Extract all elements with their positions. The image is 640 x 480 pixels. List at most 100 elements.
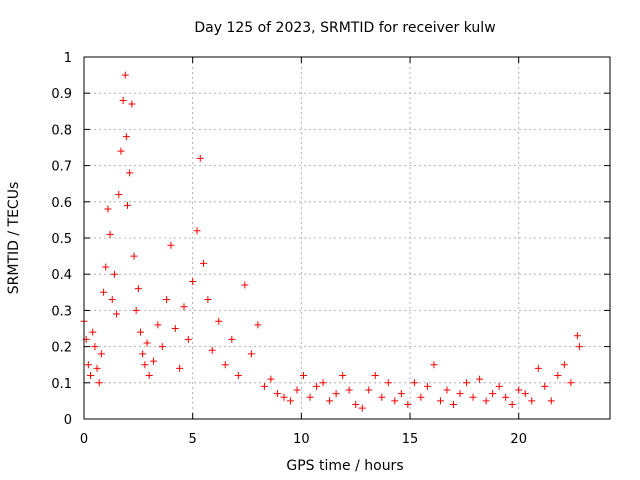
data-point (154, 321, 162, 329)
data-point (508, 401, 516, 409)
data-point (554, 372, 562, 380)
y-tick-label: 0.4 (51, 268, 72, 283)
data-point (95, 379, 103, 387)
data-point (254, 321, 262, 329)
data-point (117, 147, 125, 155)
data-point (163, 296, 171, 304)
data-point (104, 205, 112, 213)
data-point (469, 393, 477, 401)
x-tick-label: 15 (402, 432, 419, 447)
data-point (528, 397, 536, 405)
data-point (139, 350, 147, 358)
data-point (97, 350, 105, 358)
data-point (573, 332, 581, 340)
data-point (158, 343, 166, 351)
data-point (306, 393, 314, 401)
data-point (121, 71, 129, 79)
data-point (371, 372, 379, 380)
data-point (176, 364, 184, 372)
data-point (352, 401, 360, 409)
plot-frame (83, 56, 611, 420)
y-tick-label: 0.2 (51, 341, 72, 356)
data-point (126, 169, 134, 177)
data-point (450, 401, 458, 409)
data-point (189, 277, 197, 285)
data-point (132, 306, 140, 314)
y-tick-label: 0.3 (51, 304, 72, 319)
data-point (443, 386, 451, 394)
data-point (106, 230, 114, 238)
data-point (482, 397, 490, 405)
data-point (228, 335, 236, 343)
data-point (234, 372, 242, 380)
data-point (267, 375, 275, 383)
data-point (150, 357, 158, 365)
y-tick-label: 0 (64, 413, 72, 428)
data-point (534, 364, 542, 372)
data-point (463, 379, 471, 387)
y-tick-label: 0.9 (51, 87, 72, 102)
data-point (273, 390, 281, 398)
data-point (102, 263, 110, 271)
data-point (502, 393, 510, 401)
y-tick-label: 1 (64, 51, 72, 66)
y-tick-label: 0.6 (51, 196, 72, 211)
data-point (576, 343, 584, 351)
data-point (171, 325, 179, 332)
data-point (143, 339, 151, 347)
data-point (215, 317, 223, 325)
y-tick-label: 0.7 (51, 160, 72, 175)
data-point (313, 382, 321, 390)
data-point (293, 386, 301, 394)
data-point (137, 328, 145, 336)
x-tick-label: 20 (510, 432, 527, 447)
y-tick-label: 0.5 (51, 232, 72, 247)
data-point (280, 393, 288, 401)
data-point (515, 386, 523, 394)
data-point (167, 241, 175, 249)
y-tick-label: 0.1 (51, 377, 72, 392)
data-point (404, 401, 412, 409)
data-point (100, 288, 108, 296)
data-point (84, 361, 92, 369)
data-point (456, 390, 464, 398)
y-tick-label: 0.8 (51, 123, 72, 138)
data-point (378, 393, 386, 401)
data-point (332, 390, 340, 398)
data-point (204, 296, 212, 304)
data-point (93, 364, 101, 372)
data-point (567, 379, 575, 387)
data-point (141, 361, 149, 369)
grid-lines (84, 57, 610, 419)
data-point (128, 100, 136, 108)
data-point (358, 404, 366, 412)
data-point (241, 281, 249, 289)
data-point (410, 379, 418, 387)
data-point (130, 252, 138, 260)
data-point (113, 310, 121, 318)
data-point (430, 361, 438, 369)
data-point (196, 154, 204, 162)
data-point (436, 397, 444, 405)
x-tick-label: 10 (293, 432, 310, 447)
data-point (339, 372, 347, 380)
data-point (397, 390, 405, 398)
x-axis-title: GPS time / hours (286, 458, 403, 474)
data-point (134, 285, 142, 293)
data-point (489, 390, 497, 398)
x-tick-label: 5 (189, 432, 197, 447)
data-point (326, 397, 334, 405)
data-point (180, 303, 188, 311)
data-point (365, 386, 373, 394)
data-point (110, 270, 118, 278)
data-point (286, 397, 294, 405)
data-point (145, 372, 153, 380)
data-point (193, 227, 201, 235)
data-point (123, 201, 131, 209)
data-point (319, 379, 327, 387)
data-point (122, 133, 130, 141)
data-point (200, 259, 208, 267)
data-point (560, 361, 568, 369)
data-point (423, 382, 431, 390)
